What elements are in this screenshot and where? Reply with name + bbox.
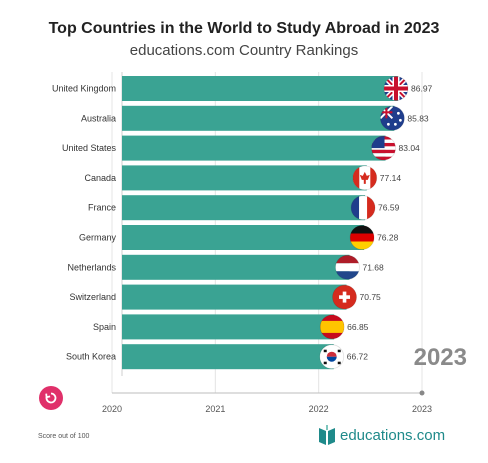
brand-name: educations.com: [340, 426, 446, 444]
replay-button[interactable]: [39, 386, 63, 410]
replay-icon: [45, 392, 57, 404]
bar-united-kingdom: [122, 76, 398, 101]
value-label: 70.75: [360, 292, 382, 302]
value-label: 83.04: [399, 143, 421, 153]
timeline-marker: [419, 390, 425, 396]
category-label: Netherlands: [67, 262, 116, 272]
south-korea-flag-icon: [319, 344, 345, 370]
book-logo-icon: [319, 425, 335, 445]
timeline-tick-label: 2023: [412, 404, 432, 414]
value-label: 66.85: [347, 322, 369, 332]
value-label: 76.28: [377, 233, 399, 243]
category-label: Switzerland: [69, 292, 116, 302]
timeline-tick-label: 2022: [309, 404, 329, 414]
germany-flag-icon: [349, 225, 375, 250]
bar-united-states: [122, 135, 386, 161]
timeline-tick-label: 2020: [102, 404, 122, 414]
bar-canada: [122, 165, 367, 191]
category-label: Canada: [84, 173, 116, 183]
united-kingdom-flag-icon: [383, 76, 409, 101]
bar-australia: [122, 105, 395, 131]
chart-subtitle: educations.com Country Rankings: [129, 42, 359, 59]
australia-flag-icon: [379, 105, 405, 131]
category-label: South Korea: [66, 352, 116, 362]
value-label: 86.97: [411, 84, 433, 94]
france-flag-icon: [350, 195, 376, 221]
category-label: Australia: [81, 113, 116, 123]
score-note: Score out of 100: [38, 433, 90, 440]
switzerland-flag-icon: [332, 284, 357, 310]
bar-south-korea: [122, 344, 334, 370]
category-label: United States: [62, 143, 117, 153]
value-label: 77.14: [380, 173, 402, 183]
bar-spain: [122, 314, 335, 340]
value-label: 66.72: [347, 352, 369, 362]
category-label: United Kingdom: [52, 84, 116, 94]
bar-switzerland: [122, 284, 347, 310]
brand-logo: educations.com: [318, 424, 445, 446]
category-label: Spain: [93, 322, 116, 332]
timeline-tick-label: 2021: [205, 404, 225, 414]
netherlands-flag-icon: [335, 254, 360, 280]
bar-netherlands: [122, 254, 350, 280]
value-label: 71.68: [362, 262, 384, 272]
category-label: France: [88, 203, 116, 213]
value-label: 85.83: [407, 113, 429, 123]
united-states-flag-icon: [371, 135, 396, 161]
canada-flag-icon: [352, 165, 378, 191]
category-label: Germany: [79, 233, 117, 243]
current-year-label: 2023: [414, 344, 467, 371]
value-label: 76.59: [378, 203, 400, 213]
spain-flag-icon: [319, 314, 345, 340]
bar-germany: [122, 225, 365, 250]
bar-france: [122, 195, 366, 221]
chart-title: Top Countries in the World to Study Abro…: [48, 20, 440, 37]
